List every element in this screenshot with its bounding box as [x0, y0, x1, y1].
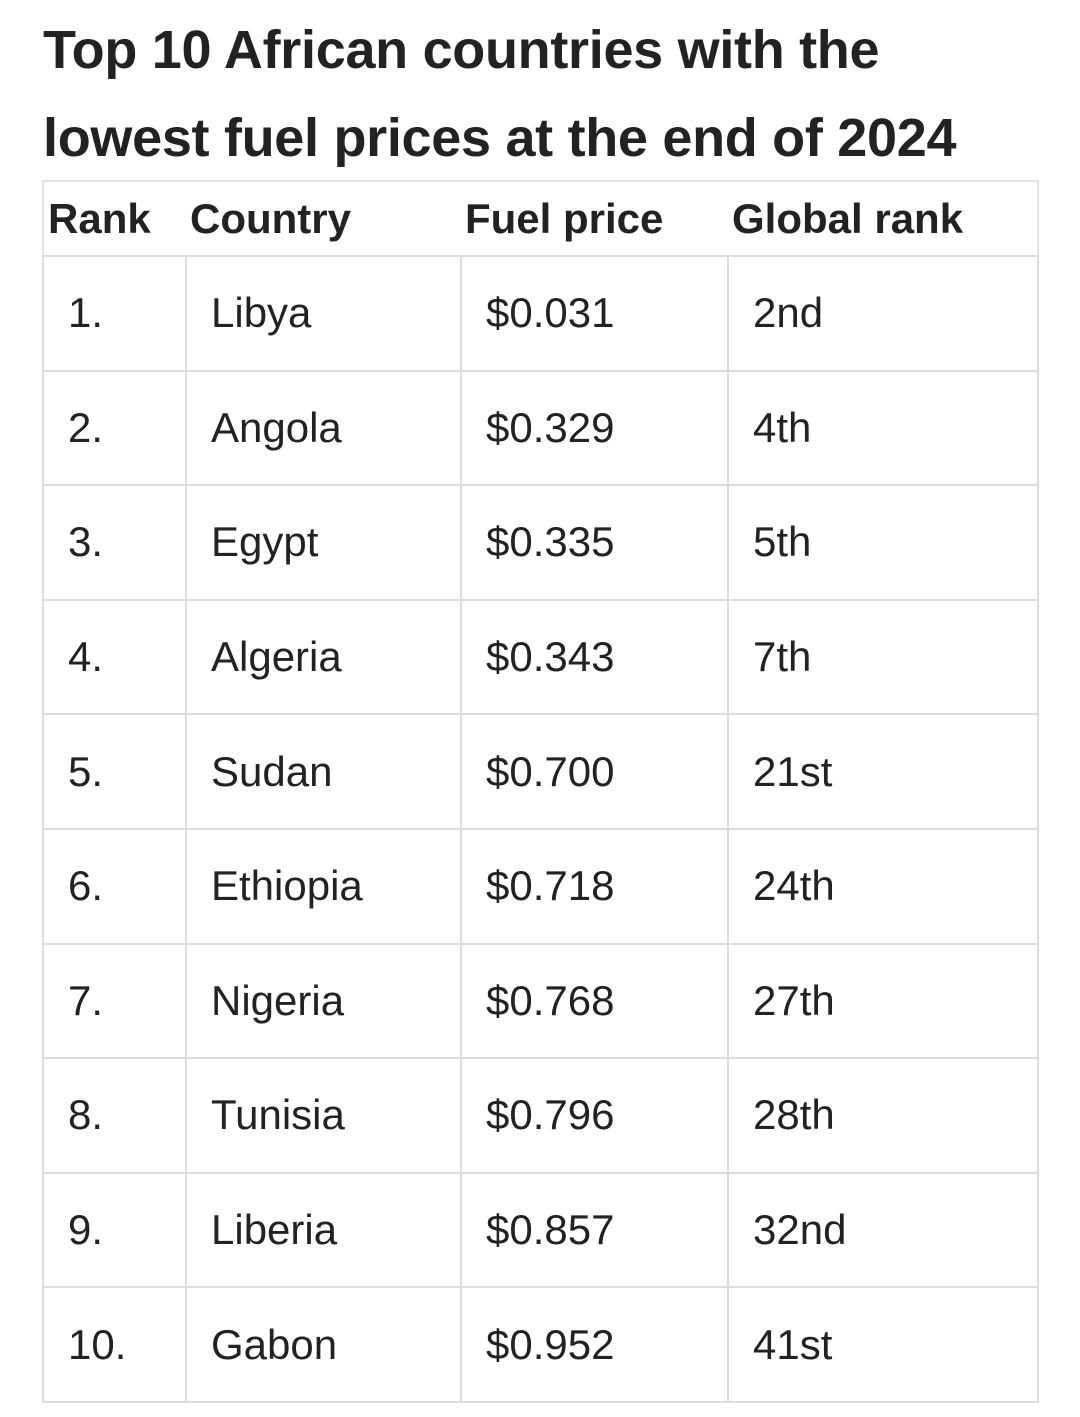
rank-cell: 10. [42, 1286, 187, 1403]
fuel-price-cell: $0.700 [460, 713, 729, 830]
global-rank-cell: 28th [727, 1057, 1039, 1174]
fuel-price-cell: $0.796 [460, 1057, 729, 1174]
table-row: 6. Ethiopia $0.718 24th [42, 827, 1039, 945]
fuel-price-cell: $0.031 [460, 255, 729, 372]
global-rank-cell: 32nd [727, 1171, 1039, 1289]
country-cell: Gabon [185, 1286, 462, 1403]
table-row: 1. Libya $0.031 2nd [42, 255, 1039, 372]
rank-cell: 3. [42, 484, 187, 601]
fuel-price-cell: $0.768 [460, 942, 729, 1060]
fuel-price-cell: $0.329 [460, 369, 729, 487]
country-cell: Sudan [185, 713, 462, 830]
global-rank-cell: 41st [727, 1286, 1039, 1403]
table-body: 1. Libya $0.031 2nd 2. Angola $0.329 4th 3. Egypt… [42, 255, 1039, 1403]
global-rank-cell: 27th [727, 942, 1039, 1060]
fuel-price-cell: $0.335 [460, 484, 729, 601]
header-row: Rank Country Fuel price Global rank [42, 180, 1039, 257]
column-header-fuel-price: Fuel price [461, 180, 728, 257]
column-header-rank: Rank [42, 180, 186, 257]
fuel-price-cell: $0.952 [460, 1286, 729, 1403]
rank-cell: 8. [42, 1057, 187, 1174]
rank-cell: 1. [42, 255, 187, 372]
table-row: 3. Egypt $0.335 5th [42, 484, 1039, 601]
column-header-global-rank: Global rank [728, 180, 1039, 257]
global-rank-cell: 24th [727, 827, 1039, 945]
table-row: 4. Algeria $0.343 7th [42, 598, 1039, 716]
table-row: 8. Tunisia $0.796 28th [42, 1057, 1039, 1174]
rank-cell: 4. [42, 598, 187, 716]
fuel-price-table-container: Rank Country Fuel price Global rank 1. Li… [42, 180, 1039, 1403]
country-cell: Angola [185, 369, 462, 487]
table-row: 7. Nigeria $0.768 27th [42, 942, 1039, 1060]
fuel-price-cell: $0.718 [460, 827, 729, 945]
global-rank-cell: 2nd [727, 255, 1039, 372]
country-cell: Ethiopia [185, 827, 462, 945]
rank-cell: 7. [42, 942, 187, 1060]
rank-cell: 2. [42, 369, 187, 487]
table-row: 2. Angola $0.329 4th [42, 369, 1039, 487]
country-cell: Liberia [185, 1171, 462, 1289]
global-rank-cell: 7th [727, 598, 1039, 716]
table-row: 5. Sudan $0.700 21st [42, 713, 1039, 830]
table-row: 9. Liberia $0.857 32nd [42, 1171, 1039, 1289]
country-cell: Nigeria [185, 942, 462, 1060]
table-header: Rank Country Fuel price Global rank [42, 180, 1039, 257]
column-header-country: Country [186, 180, 461, 257]
fuel-price-table: Rank Country Fuel price Global rank 1. Li… [42, 180, 1039, 1403]
global-rank-cell: 21st [727, 713, 1039, 830]
rank-cell: 9. [42, 1171, 187, 1289]
page-title: Top 10 African countries with the lowest… [43, 20, 957, 168]
country-cell: Tunisia [185, 1057, 462, 1174]
fuel-price-cell: $0.857 [460, 1171, 729, 1289]
country-cell: Libya [185, 255, 462, 372]
country-cell: Egypt [185, 484, 462, 601]
table-row: 10. Gabon $0.952 41st [42, 1286, 1039, 1403]
global-rank-cell: 4th [727, 369, 1039, 487]
rank-cell: 5. [42, 713, 187, 830]
global-rank-cell: 5th [727, 484, 1039, 601]
rank-cell: 6. [42, 827, 187, 945]
fuel-price-cell: $0.343 [460, 598, 729, 716]
country-cell: Algeria [185, 598, 462, 716]
